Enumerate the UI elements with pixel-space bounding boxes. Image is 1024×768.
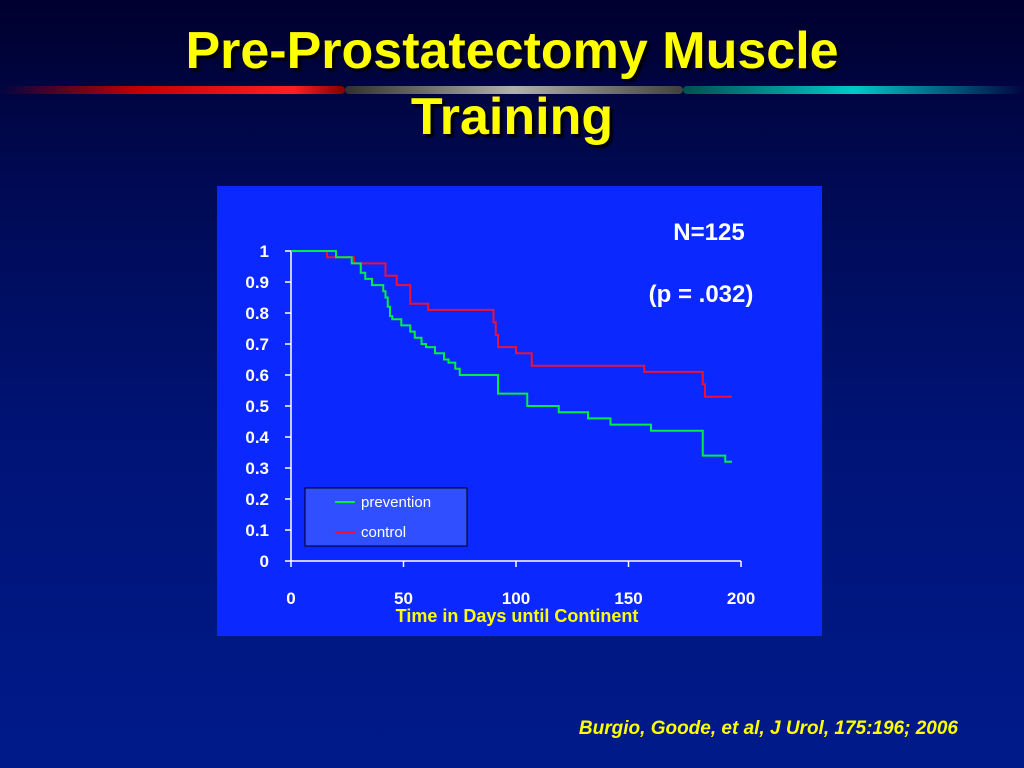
slide-title-line-2: Training: [410, 88, 614, 146]
legend-label-control: control: [361, 524, 406, 541]
y-tick-label: 0.4: [245, 428, 269, 447]
x-axis-label: Time in Days until Continent: [396, 606, 639, 626]
series-layer: [291, 250, 732, 463]
divider-gray-segment: [345, 86, 683, 94]
y-tick-label: 1: [260, 242, 269, 261]
x-tick-label: 100: [502, 589, 530, 608]
y-tick-label: 0: [260, 552, 269, 571]
divider-teal-segment: [683, 86, 1024, 94]
y-tick-label: 0.3: [245, 459, 269, 478]
x-tick-label: 0: [286, 589, 295, 608]
legend-box: [304, 487, 468, 547]
y-tick-label: 0.1: [245, 521, 269, 540]
y-tick-label: 0.6: [245, 366, 269, 385]
x-tick-label: 50: [394, 589, 413, 608]
legend: prevention control: [304, 487, 468, 547]
x-tick-label: 200: [727, 589, 755, 608]
y-tick-label: 0.2: [245, 490, 269, 509]
y-tick-label: 0.5: [245, 397, 269, 416]
axes-layer: 0 0.1 0.2 0.3 0.4 0.5 0.6 0.7 0.8 0.9 1 0 50 100 150 20…: [245, 242, 755, 608]
survival-chart: 0 0.1 0.2 0.3 0.4 0.5 0.6 0.7 0.8 0.9 1 0 50 100 150 20…: [245, 219, 755, 626]
series-line-control: [291, 250, 732, 398]
annotation-sample-size: N=125: [673, 219, 744, 246]
citation: Burgio, Goode, et al, J Urol, 175:196; 2…: [578, 718, 958, 739]
y-tick-label: 0.8: [245, 304, 269, 323]
divider-red-segment: [0, 86, 345, 94]
slide-title-line-1: Pre-Prostatectomy Muscle: [185, 22, 839, 80]
x-tick-label: 150: [614, 589, 642, 608]
series-line-prevention: [291, 250, 732, 463]
slide-title: Pre-Prostatectomy Muscle Training: [0, 18, 1024, 150]
y-tick-label: 0.7: [245, 335, 269, 354]
y-tick-label: 0.9: [245, 273, 269, 292]
legend-label-prevention: prevention: [361, 494, 431, 511]
annotation-p-value: (p = .032): [649, 281, 754, 308]
chart-panel: 0 0.1 0.2 0.3 0.4 0.5 0.6 0.7 0.8 0.9 1 0 50 100 150 20…: [217, 186, 822, 636]
